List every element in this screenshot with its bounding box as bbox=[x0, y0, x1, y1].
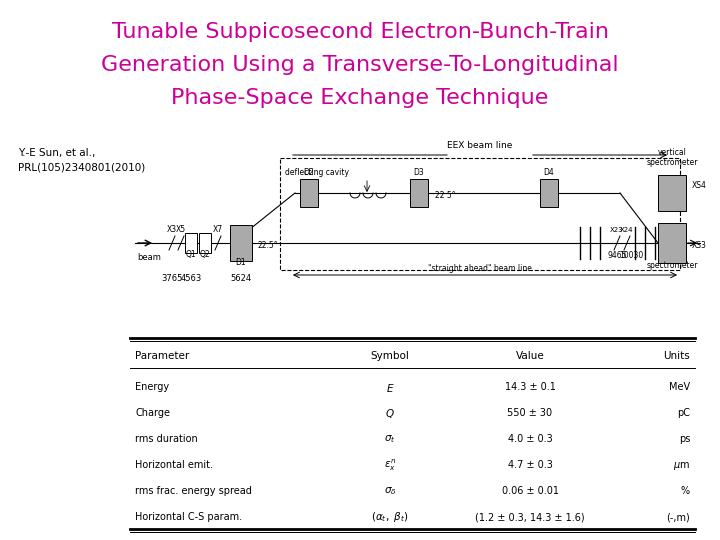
Text: X23: X23 bbox=[610, 227, 624, 233]
Text: Energy: Energy bbox=[135, 382, 169, 393]
Bar bbox=[540, 179, 558, 207]
Text: X24: X24 bbox=[620, 227, 634, 233]
Text: $\sigma_\delta$: $\sigma_\delta$ bbox=[384, 485, 396, 497]
Text: %: % bbox=[681, 487, 690, 496]
Text: 4.0 ± 0.3: 4.0 ± 0.3 bbox=[508, 435, 552, 444]
Text: EEX beam line: EEX beam line bbox=[447, 141, 513, 150]
Bar bbox=[300, 179, 318, 207]
Text: X5: X5 bbox=[176, 225, 186, 234]
Text: Y.-E Sun, et al.,
PRL(105)2340801(2010): Y.-E Sun, et al., PRL(105)2340801(2010) bbox=[18, 148, 145, 173]
Text: Value: Value bbox=[516, 351, 544, 361]
Text: 5624: 5624 bbox=[230, 274, 251, 283]
Text: 4563: 4563 bbox=[181, 274, 202, 283]
Bar bbox=[280, 158, 680, 270]
Bar bbox=[658, 223, 686, 263]
Text: Q2: Q2 bbox=[199, 250, 210, 259]
Text: 22 5°: 22 5° bbox=[435, 191, 456, 200]
Text: rms frac. energy spread: rms frac. energy spread bbox=[135, 487, 252, 496]
Text: D2: D2 bbox=[304, 168, 315, 177]
Text: $E$: $E$ bbox=[386, 381, 395, 394]
Bar bbox=[185, 233, 197, 253]
Text: 550 ± 30: 550 ± 30 bbox=[508, 408, 552, 418]
Text: Tunable Subpicosecond Electron-Bunch-Train: Tunable Subpicosecond Electron-Bunch-Tra… bbox=[112, 22, 608, 42]
Text: vertical
spectrometer: vertical spectrometer bbox=[647, 147, 698, 167]
Text: D3: D3 bbox=[413, 168, 424, 177]
Text: 14.3 ± 0.1: 14.3 ± 0.1 bbox=[505, 382, 555, 393]
Text: Horizontal emit.: Horizontal emit. bbox=[135, 461, 213, 470]
Text: ps: ps bbox=[679, 435, 690, 444]
Text: 22.5°: 22.5° bbox=[258, 241, 279, 250]
Text: Symbol: Symbol bbox=[371, 351, 410, 361]
Text: $\mu$m: $\mu$m bbox=[673, 460, 690, 471]
Text: $\varepsilon_x^n$: $\varepsilon_x^n$ bbox=[384, 458, 396, 473]
Text: $Q$: $Q$ bbox=[385, 407, 395, 420]
Text: (1.2 ± 0.3, 14.3 ± 1.6): (1.2 ± 0.3, 14.3 ± 1.6) bbox=[475, 512, 585, 523]
Text: deflecting cavity: deflecting cavity bbox=[285, 168, 349, 177]
Text: XS4: XS4 bbox=[692, 181, 707, 190]
Text: Charge: Charge bbox=[135, 408, 170, 418]
Text: X3: X3 bbox=[167, 225, 177, 234]
Text: $\sigma_t$: $\sigma_t$ bbox=[384, 434, 396, 445]
Text: rms duration: rms duration bbox=[135, 435, 198, 444]
Text: MeV: MeV bbox=[669, 382, 690, 393]
Text: D4: D4 bbox=[544, 168, 554, 177]
Bar bbox=[410, 179, 428, 207]
Text: Q1: Q1 bbox=[186, 250, 197, 259]
Text: 4.7 ± 0.3: 4.7 ± 0.3 bbox=[508, 461, 552, 470]
Text: 9465: 9465 bbox=[607, 251, 626, 260]
Text: 3765: 3765 bbox=[161, 274, 183, 283]
Text: pC: pC bbox=[677, 408, 690, 418]
Text: beam: beam bbox=[137, 253, 161, 262]
Text: XS3: XS3 bbox=[692, 241, 707, 250]
Text: Units: Units bbox=[663, 351, 690, 361]
Text: Generation Using a Transverse-To-Longitudinal: Generation Using a Transverse-To-Longitu… bbox=[102, 55, 618, 75]
Text: D1: D1 bbox=[235, 258, 246, 267]
Text: (-,m): (-,m) bbox=[666, 512, 690, 523]
Text: "straight ahead" beam line: "straight ahead" beam line bbox=[428, 264, 532, 273]
Text: Horizontal C-S param.: Horizontal C-S param. bbox=[135, 512, 242, 523]
Text: Parameter: Parameter bbox=[135, 351, 189, 361]
Bar bbox=[230, 225, 252, 261]
Bar bbox=[658, 175, 686, 211]
Text: $(\alpha_t,\ \beta_t)$: $(\alpha_t,\ \beta_t)$ bbox=[372, 510, 409, 524]
Text: X7: X7 bbox=[213, 225, 223, 234]
Bar bbox=[199, 233, 211, 253]
Text: Phase-Space Exchange Technique: Phase-Space Exchange Technique bbox=[171, 88, 549, 108]
Text: 0.06 ± 0.01: 0.06 ± 0.01 bbox=[502, 487, 559, 496]
Text: spectrometer: spectrometer bbox=[647, 261, 698, 270]
Text: 10030: 10030 bbox=[619, 251, 643, 260]
